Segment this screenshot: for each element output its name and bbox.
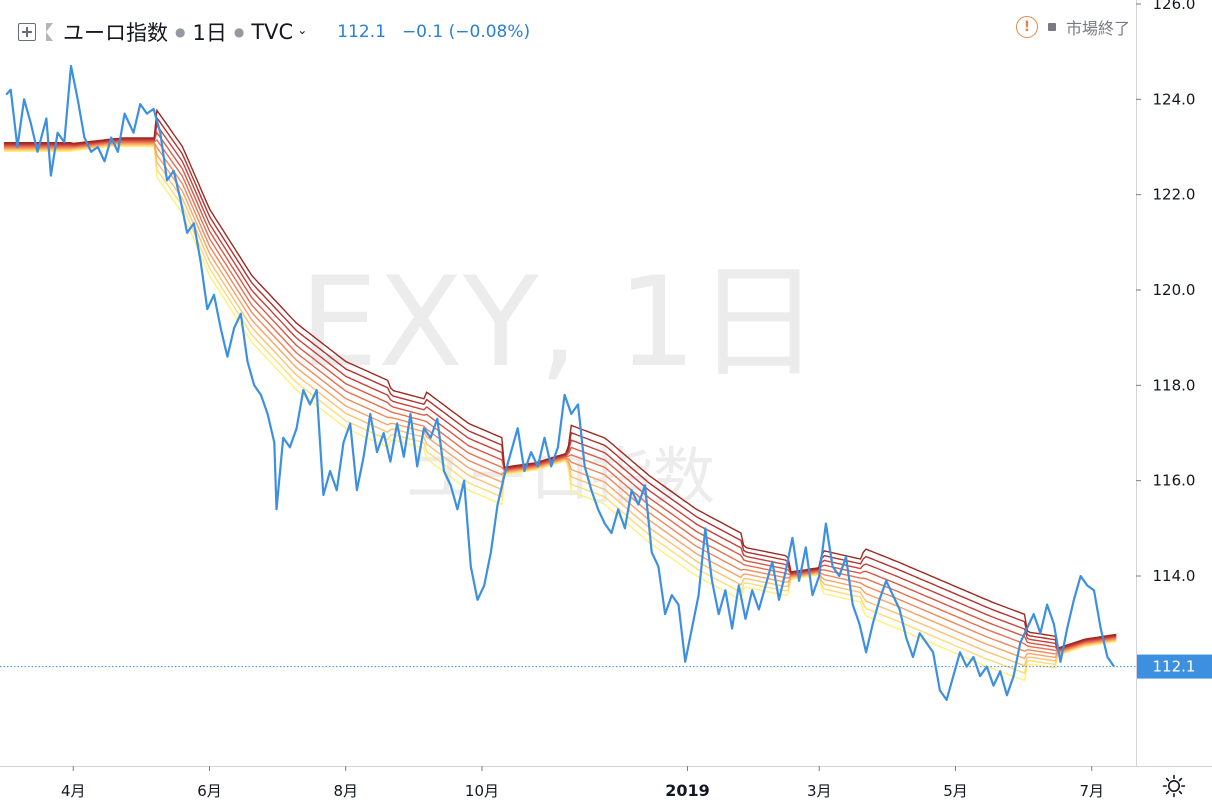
ribbon-line [4, 123, 1117, 651]
ribbon-line [4, 139, 1117, 652]
chevron-down-icon[interactable]: ⌄ [297, 23, 308, 37]
expand-legend-icon[interactable] [18, 23, 36, 41]
market-status-label: 市場終了 [1065, 19, 1130, 38]
chart-settings-button[interactable] [1162, 774, 1186, 798]
time-axis-background [0, 766, 1212, 806]
x-tick-label: 3月 [807, 782, 832, 800]
price-axis-background [1136, 0, 1212, 806]
last-price-label: 112.1 [1153, 658, 1196, 676]
y-tick-label: 126.0 [1153, 0, 1196, 13]
last-price-tag: 112.1 [1137, 654, 1212, 679]
flag-icon[interactable] [46, 23, 53, 41]
exchange-label[interactable]: TVC [251, 20, 294, 44]
symbol-legend: ユーロ指数 ● 1日 ● TVC ⌄ 112.1 −0.1 (−0.08%) [18, 16, 546, 48]
ribbon-line [4, 145, 1117, 682]
y-tick-label: 120.0 [1153, 281, 1196, 299]
watermark-main: EXY, 1日 [300, 251, 821, 395]
x-tick-label: 8月 [333, 782, 358, 800]
time-axis[interactable]: 4月 6月 8月 10月 2019 3月 5月 7月 [61, 766, 1104, 800]
symbol-name[interactable]: ユーロ指数 [63, 21, 168, 45]
ribbon-line [4, 141, 1117, 655]
watermark-sub: ユーロ指数 [405, 440, 715, 513]
ribbon-line [4, 142, 1117, 660]
x-tick-label: 2019 [665, 781, 710, 800]
y-tick-label: 124.0 [1153, 90, 1196, 108]
ribbon-line [4, 108, 1117, 649]
ribbon-line [4, 115, 1117, 650]
price-series [5, 64, 1116, 701]
change-value: −0.1 (−0.08%) [401, 22, 531, 42]
status-square-icon [1047, 23, 1056, 31]
ribbon-line [4, 131, 1117, 652]
y-tick-label: 116.0 [1153, 472, 1196, 490]
y-tick-label: 114.0 [1153, 567, 1196, 585]
x-tick-label: 6月 [197, 782, 222, 800]
last-value: 112.1 [337, 22, 386, 42]
interval-label[interactable]: 1日 [192, 21, 227, 45]
y-tick-label: 122.0 [1153, 186, 1196, 204]
price-line [5, 64, 1116, 701]
warning-icon[interactable]: ! [1015, 16, 1038, 38]
y-tick-label: 118.0 [1153, 376, 1196, 394]
x-tick-label: 4月 [61, 782, 86, 800]
separator-dot-icon: ● [233, 25, 245, 39]
x-tick-label: 7月 [1079, 782, 1104, 800]
price-axis[interactable]: 126.0 124.0 122.0 120.0 118.0 116.0 114.0 [1136, 0, 1195, 585]
ribbon-lines [4, 108, 1117, 682]
x-tick-label: 10月 [465, 782, 499, 800]
separator-dot-icon: ● [175, 25, 186, 39]
sun-icon [1162, 774, 1186, 798]
x-tick-label: 5月 [943, 782, 968, 800]
market-status: ! 市場終了 [1015, 15, 1130, 39]
ribbon-line [4, 144, 1117, 675]
ribbon-line [4, 143, 1117, 667]
